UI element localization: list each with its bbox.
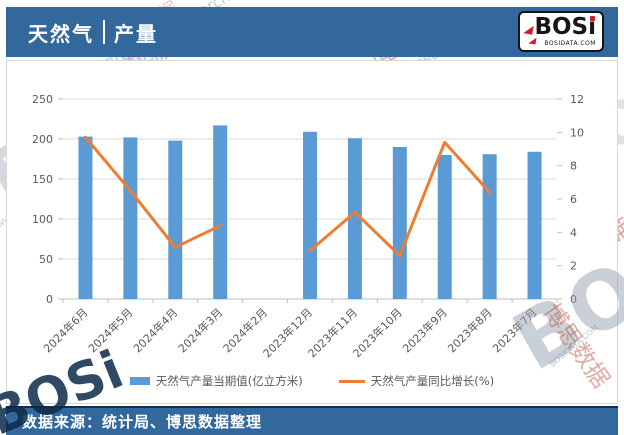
footer-bar: 数据来源：统计局、博思数据整理 [6,406,618,435]
y-axis-label-right: 0 [570,293,577,306]
bar [347,138,362,299]
y-axis-label-left: 150 [32,173,53,186]
bar [527,151,542,299]
legend-label-line: 天然气产量同比增长(%) [370,374,495,388]
bar [392,147,407,299]
x-axis-label: 2024年6月 [40,305,90,355]
title-divider [103,20,105,44]
y-axis-label-left: 0 [46,293,53,306]
bar [303,131,317,299]
x-axis-label: 2024年5月 [85,305,135,355]
legend-line-swatch-icon [338,379,365,383]
logo-red-dot-icon [590,16,595,21]
y-axis-label-right: 2 [570,260,577,273]
bar [123,137,138,299]
logo-triangle-icon [523,24,534,35]
trend-line [308,140,492,258]
y-axis-label-left: 200 [32,133,53,146]
logo-subtext: BOSIDATA.COM [544,40,596,47]
trend-line [83,135,222,249]
logo-text: BOSi [534,14,596,40]
bar [482,154,497,299]
chart-section: 0 50 100 150 200 250 0 2 4 6 8 10 12 2024年6月 2024年5月 20… [6,60,618,404]
bar [168,140,183,299]
bar [78,136,93,299]
y-axis-label-right: 4 [570,226,577,239]
y-axis-label-right: 12 [570,93,584,106]
x-axis-label: 2023年9月 [400,305,450,355]
y-axis-label-left: 100 [32,213,53,226]
y-axis-label-left: 250 [32,93,53,106]
x-axis-label: 2024年4月 [130,305,180,355]
y-axis-label-left: 50 [39,253,53,266]
legend-item-line: 天然气产量同比增长(%) [338,373,495,389]
y-axis-label-right: 8 [570,160,577,173]
legend-item-bars: 天然气产量当期值(亿立方米) [129,373,303,389]
bosi-logo: BOSi BOSIDATA.COM [518,11,604,52]
page-title: 天然气 产量 [28,18,158,47]
header-bar: 天然气 产量 BOSi BOSIDATA.COM [6,7,618,57]
page-title-right: 产量 [114,21,158,46]
bar [213,125,228,300]
x-axis-label: 2023年7月 [489,305,539,355]
y-axis-label-right: 10 [570,126,584,139]
legend-label-bars: 天然气产量当期值(亿立方米) [155,374,303,388]
legend-bar-swatch-icon [129,377,150,385]
data-source-text: 数据来源：统计局、博思数据整理 [22,413,263,431]
legend: 天然气产量当期值(亿立方米) 天然气产量同比增长(%) [7,373,617,389]
bar [437,155,452,299]
x-axis-label: 2024年3月 [175,305,225,355]
x-axis-label: 2023年8月 [445,305,495,355]
page-title-left: 天然气 [28,21,94,46]
y-axis-label-right: 6 [570,193,577,206]
combo-chart: 0501001502002500246810122024年6月2024年5月20… [32,93,584,360]
